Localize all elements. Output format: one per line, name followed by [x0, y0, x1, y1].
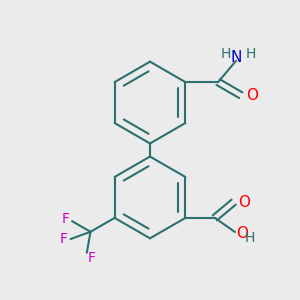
Text: H: H — [245, 46, 256, 61]
Text: O: O — [246, 88, 258, 103]
Text: N: N — [231, 50, 242, 65]
Text: O: O — [236, 226, 248, 241]
Text: H: H — [221, 46, 231, 61]
Text: F: F — [88, 250, 95, 265]
Text: F: F — [59, 232, 67, 246]
Text: H: H — [245, 231, 255, 245]
Text: O: O — [238, 195, 250, 210]
Text: F: F — [61, 212, 70, 226]
